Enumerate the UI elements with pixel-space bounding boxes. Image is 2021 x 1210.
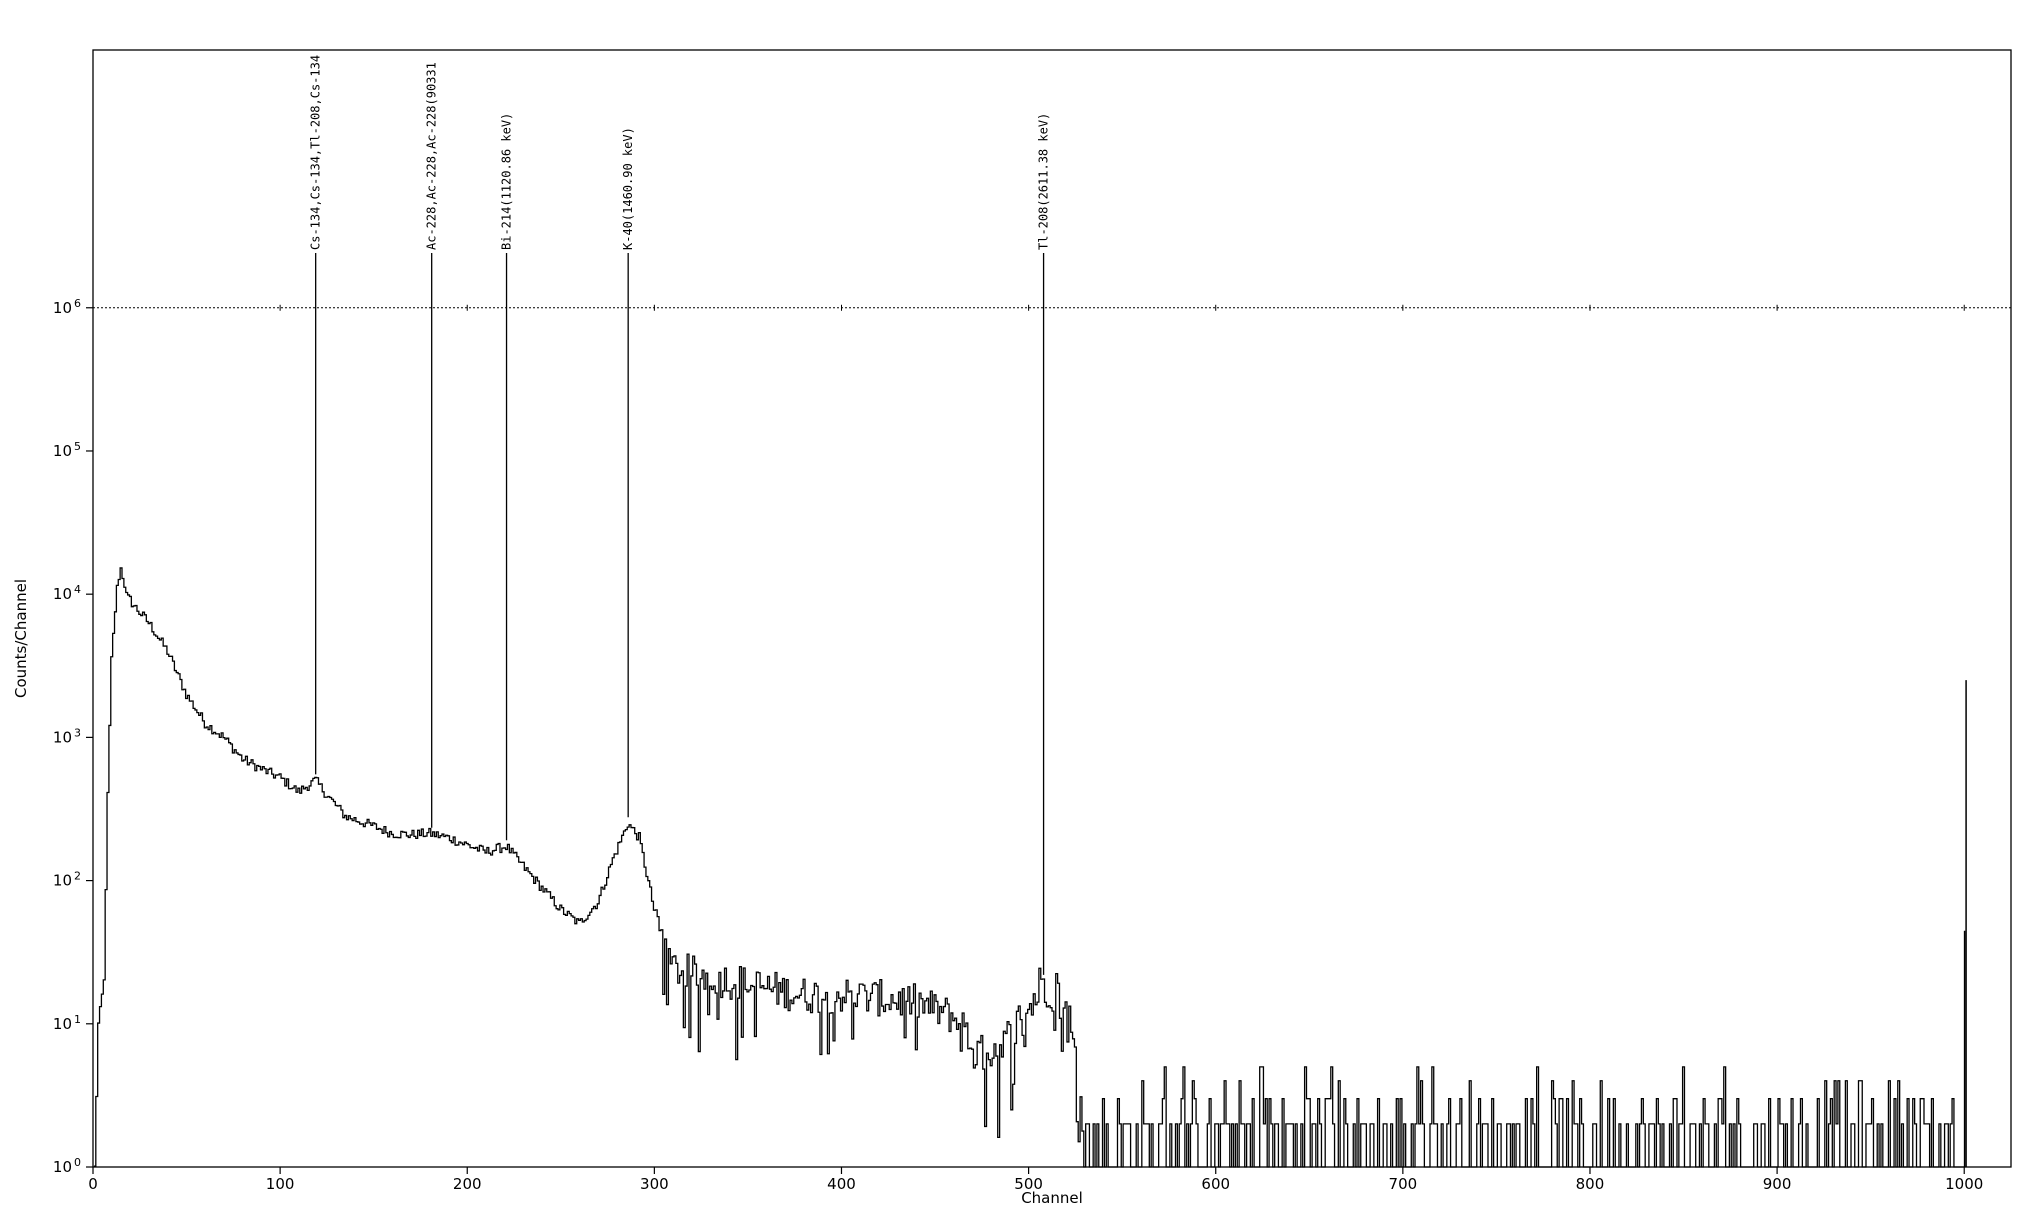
y-tick-label: 10 3 [53,726,81,746]
x-tick-label: 700 [1389,1175,1418,1193]
x-tick-label: 400 [827,1175,856,1193]
peak-marker-label: Bi-214(1120.86 keV) [500,113,514,250]
x-axis-title: Channel [1021,1189,1083,1207]
y-tick-label: 10 1 [53,1013,81,1033]
x-tick-label: 800 [1576,1175,1605,1193]
y-tick-label: 10 0 [53,1156,81,1176]
y-tick-label: 10 5 [53,440,81,460]
x-tick-label: 900 [1763,1175,1792,1193]
spectrum-layer [93,567,1967,1168]
y-tick-label: 10 6 [53,297,81,317]
peak-marker-layer: Cs-134,Cs-134,Tl-208,Cs-134 Ac-228,Ac-228… [309,55,1051,975]
x-tick-label: 0 [88,1175,98,1193]
x-axis-ticks: 0 100 200 300 400 500 600 700 800 900 1000 [88,304,1983,1193]
spectrum-line [93,567,1966,1168]
peak-marker-label: Ac-228,Ac-228,Ac-228(90331 [425,62,439,250]
peak-marker-label: Tl-208(2611.38 keV) [1037,113,1051,250]
x-tick-label: 300 [640,1175,669,1193]
peak-marker-label: Cs-134,Cs-134,Tl-208,Cs-134 [309,55,323,250]
x-tick-label: 100 [266,1175,295,1193]
plot-frame [92,49,2012,1168]
x-tick-label: 200 [453,1175,482,1193]
peak-marker-label: K-40(1460.90 keV) [621,127,635,250]
y-tick-label: 10 4 [53,583,81,603]
x-tick-label: 600 [1201,1175,1230,1193]
y-tick-label: 10 2 [53,870,81,890]
x-tick-label: 1000 [1945,1175,1983,1193]
x-tick-label: 500 [1014,1175,1043,1193]
y-axis-title: Counts/Channel [12,579,30,698]
